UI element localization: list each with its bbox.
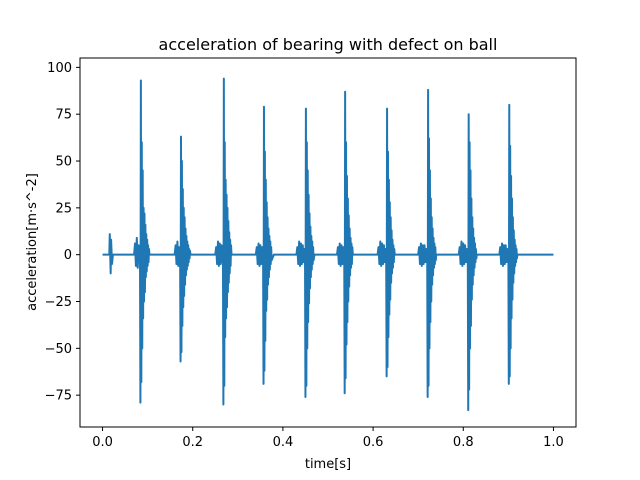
x-axis: 0.0 0.2 0.4 0.6 0.8 1.0	[92, 427, 564, 450]
x-tick-label: 0.0	[92, 435, 113, 450]
x-tick-label: 0.6	[363, 435, 384, 450]
x-axis-label: time[s]	[305, 457, 351, 472]
y-tick-label: 75	[55, 108, 72, 123]
y-tick-label: 100	[47, 61, 72, 76]
series-line-0	[102, 77, 554, 412]
x-tick-label: 0.2	[182, 435, 203, 450]
y-axis: −75 −50 −25 0 25 50 75 100	[45, 61, 80, 404]
chart-title: acceleration of bearing with defect on b…	[159, 35, 498, 54]
y-tick-label: −50	[45, 342, 72, 357]
x-tick-label: 1.0	[543, 435, 564, 450]
y-tick-label: 50	[55, 155, 72, 170]
y-tick-label: −75	[45, 389, 72, 404]
axes-frame	[79, 57, 577, 428]
y-axis-label: acceleration[m·s^-2]	[25, 173, 40, 311]
x-tick-label: 0.8	[453, 435, 474, 450]
y-tick-label: 0	[64, 248, 72, 263]
y-tick-label: −25	[45, 295, 72, 310]
plot-area	[102, 77, 554, 412]
y-tick-label: 25	[55, 201, 72, 216]
x-tick-label: 0.4	[273, 435, 294, 450]
